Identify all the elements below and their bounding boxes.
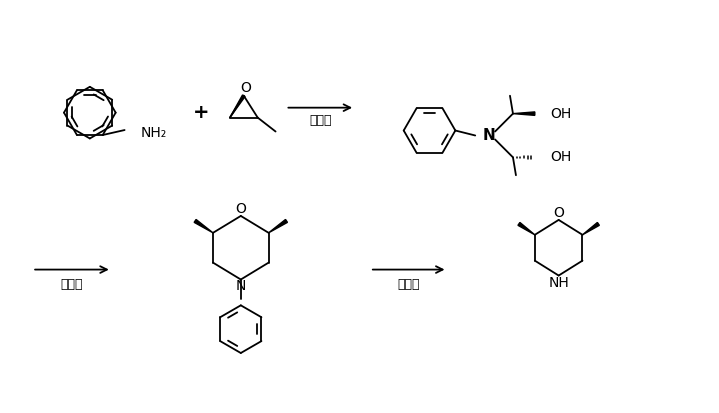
Text: O: O (240, 81, 251, 95)
Polygon shape (513, 112, 535, 115)
Text: OH: OH (551, 150, 572, 164)
Text: 步骤三: 步骤三 (398, 278, 420, 291)
Text: 步骤一: 步骤一 (309, 114, 331, 127)
Text: N: N (482, 128, 495, 143)
Text: O: O (235, 202, 246, 216)
Text: OH: OH (551, 107, 572, 121)
Text: N: N (236, 280, 246, 294)
Text: NH: NH (549, 276, 569, 290)
Polygon shape (582, 223, 600, 235)
Text: NH₂: NH₂ (140, 126, 167, 140)
Polygon shape (518, 223, 535, 235)
Text: O: O (553, 206, 564, 220)
Polygon shape (269, 219, 288, 233)
Polygon shape (194, 219, 213, 233)
Text: +: + (193, 103, 209, 122)
Polygon shape (230, 95, 245, 118)
Text: 步骤二: 步骤二 (60, 278, 83, 291)
